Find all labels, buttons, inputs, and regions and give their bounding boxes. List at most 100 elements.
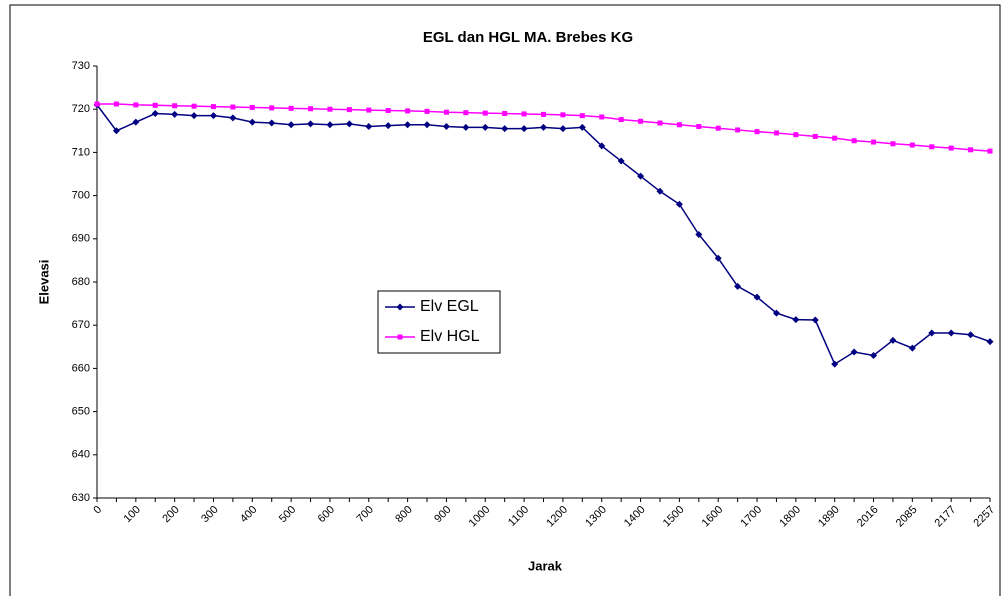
data-point	[987, 148, 993, 154]
data-point	[909, 142, 915, 148]
data-point	[560, 112, 566, 118]
data-point	[230, 104, 236, 110]
data-point	[986, 338, 994, 346]
legend-label: Elv EGL	[420, 298, 479, 315]
data-point	[190, 112, 198, 120]
data-point	[366, 107, 372, 113]
data-point	[520, 125, 528, 133]
data-point	[172, 103, 178, 109]
y-tick-label: 690	[72, 233, 90, 245]
data-point	[423, 121, 431, 129]
data-point	[637, 172, 645, 180]
data-point	[908, 344, 916, 352]
data-point	[210, 104, 216, 110]
data-point	[346, 107, 352, 113]
data-point	[831, 360, 839, 368]
y-tick-label: 720	[72, 103, 90, 115]
data-point	[599, 114, 605, 120]
data-point	[462, 123, 470, 131]
data-point	[248, 118, 256, 126]
y-tick-label: 650	[72, 406, 90, 418]
data-point	[714, 254, 722, 262]
data-point	[307, 120, 315, 128]
data-point	[424, 108, 430, 114]
data-point	[521, 111, 527, 117]
data-point	[365, 122, 373, 130]
data-point	[715, 125, 721, 131]
data-point	[598, 142, 606, 150]
y-tick-label: 670	[72, 319, 90, 331]
data-point	[695, 230, 703, 238]
y-tick-label: 630	[72, 492, 90, 504]
data-point	[442, 122, 450, 130]
data-point	[132, 118, 140, 126]
data-point	[968, 147, 974, 153]
data-point	[734, 282, 742, 290]
y-tick-label: 680	[72, 276, 90, 288]
data-point	[559, 125, 567, 133]
data-point	[229, 114, 237, 122]
x-axis-label: Jarak	[528, 558, 563, 573]
data-point	[618, 117, 624, 123]
data-point	[541, 111, 546, 117]
data-point	[676, 122, 682, 128]
data-point	[870, 351, 878, 359]
data-point	[151, 110, 159, 118]
data-point	[113, 101, 119, 107]
data-point	[112, 127, 120, 135]
data-point	[404, 121, 412, 129]
data-point	[501, 125, 509, 133]
data-point	[345, 120, 353, 128]
data-point	[947, 329, 955, 337]
data-point	[482, 110, 488, 116]
data-point	[384, 122, 392, 130]
chart-border	[9, 4, 1001, 596]
data-point	[287, 121, 295, 129]
chart-title: EGL dan HGL MA. Brebes KG	[423, 29, 633, 46]
data-point	[811, 316, 819, 324]
legend-box	[377, 290, 501, 354]
data-point	[269, 105, 275, 111]
data-point	[675, 200, 683, 208]
data-point	[889, 336, 897, 344]
data-point	[793, 132, 799, 138]
data-point	[463, 110, 469, 116]
data-point	[851, 138, 857, 144]
data-point	[171, 110, 179, 118]
data-point	[502, 111, 508, 117]
legend-marker	[397, 334, 403, 340]
data-point	[657, 120, 663, 126]
data-point	[617, 157, 625, 165]
y-tick-label: 640	[72, 449, 90, 461]
data-point	[929, 144, 935, 150]
data-point	[152, 102, 158, 108]
data-point	[871, 139, 877, 145]
data-point	[948, 145, 954, 151]
data-point	[191, 103, 197, 109]
data-point	[327, 106, 333, 112]
data-point	[385, 107, 391, 113]
data-point	[540, 123, 547, 131]
data-point	[481, 123, 489, 131]
data-point	[792, 316, 800, 324]
y-tick-label: 730	[72, 60, 90, 72]
data-point	[832, 135, 838, 141]
y-axis-label: Elevasi	[36, 260, 51, 305]
data-point	[133, 102, 139, 108]
data-point	[890, 141, 896, 147]
data-point	[288, 105, 294, 111]
data-point	[308, 106, 314, 112]
data-point	[967, 331, 975, 339]
data-point	[638, 118, 644, 124]
y-tick-label: 710	[72, 146, 90, 158]
data-point	[696, 123, 702, 129]
y-tick-label: 700	[72, 190, 90, 202]
data-point	[773, 130, 779, 136]
data-point	[249, 104, 255, 110]
data-point	[754, 129, 760, 135]
legend-marker	[396, 303, 404, 311]
y-tick-label: 660	[72, 362, 90, 374]
data-point	[735, 127, 741, 133]
data-point	[209, 112, 217, 120]
